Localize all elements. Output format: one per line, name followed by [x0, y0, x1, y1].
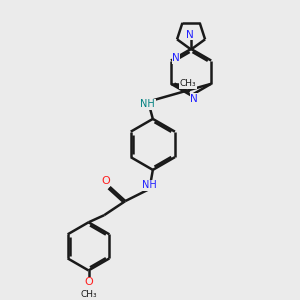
Text: O: O	[101, 176, 110, 186]
Text: N: N	[186, 30, 194, 40]
Text: NH: NH	[142, 181, 157, 190]
Text: CH₃: CH₃	[80, 290, 97, 299]
Text: N: N	[190, 94, 198, 104]
Text: N: N	[172, 53, 180, 63]
Text: O: O	[84, 277, 93, 287]
Text: CH₃: CH₃	[180, 79, 196, 88]
Text: NH: NH	[140, 99, 155, 109]
